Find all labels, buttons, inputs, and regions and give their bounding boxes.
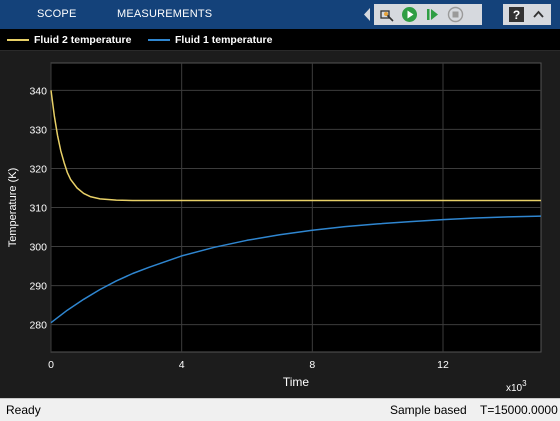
y-tick-label: 340 (29, 85, 47, 97)
help-group: ? (503, 4, 551, 25)
x-axis-exponent: x103 (506, 379, 527, 394)
help-icon[interactable]: ? (508, 6, 525, 23)
collapse-arrow-icon[interactable] (362, 4, 372, 25)
chart[interactable]: 0 4 8 12 280 290 300 310 320 330 340 Time Temperat… (0, 51, 560, 398)
step-forward-icon[interactable] (424, 6, 441, 23)
toolstrip: SCOPE MEASUREMENTS ? (0, 0, 560, 29)
legend-label-fluid-2: Fluid 2 temperature (34, 33, 132, 46)
x-tick-label: 12 (437, 359, 449, 371)
tab-scope[interactable]: SCOPE (37, 8, 77, 20)
legend-item-fluid-2[interactable]: Fluid 2 temperature (7, 29, 131, 50)
y-axis-label: Temperature (K) (7, 168, 19, 247)
x-exponent-power: 3 (522, 379, 527, 388)
tick-labels: 0 4 8 12 280 290 300 310 320 330 340 (29, 85, 449, 371)
plot-area: 0 4 8 12 280 290 300 310 320 330 340 Time Temperat… (0, 51, 560, 398)
stop-icon[interactable] (447, 6, 464, 23)
run-controls-group (374, 4, 482, 25)
series-line-fluid-2 (50, 90, 541, 202)
status-bar: Ready Sample based T=15000.0000 (0, 398, 560, 421)
legend-label-fluid-1: Fluid 1 temperature (175, 33, 273, 46)
x-exponent-base: x10 (506, 383, 523, 394)
x-tick-label: 4 (179, 359, 185, 371)
y-tick-label: 290 (29, 281, 47, 293)
expand-toolstrip-icon[interactable] (530, 6, 547, 23)
y-tick-label: 330 (29, 124, 47, 136)
y-tick-label: 320 (29, 163, 47, 175)
svg-text:?: ? (513, 8, 520, 22)
x-tick-label: 0 (48, 359, 54, 371)
series-line-fluid-1 (50, 215, 542, 324)
x-tick-label: 8 (309, 359, 315, 371)
run-icon[interactable] (401, 6, 418, 23)
highlight-simulink-block-icon[interactable] (378, 6, 395, 23)
legend-item-fluid-1[interactable]: Fluid 1 temperature (148, 29, 272, 50)
status-ready: Ready (6, 403, 41, 417)
y-tick-label: 310 (29, 203, 47, 215)
plot-lines (50, 90, 542, 324)
legend-swatch-fluid-2 (7, 38, 29, 41)
tab-measurements[interactable]: MEASUREMENTS (117, 8, 213, 20)
x-axis-label: Time (283, 375, 310, 389)
grid (50, 63, 541, 352)
status-sample-mode: Sample based (390, 403, 467, 417)
y-tick-label: 280 (29, 320, 47, 332)
status-time: T=15000.0000 (480, 403, 558, 417)
y-tick-label: 300 (29, 242, 47, 254)
legend-swatch-fluid-1 (148, 38, 170, 41)
legend: Fluid 2 temperature Fluid 1 temperature (0, 29, 560, 51)
